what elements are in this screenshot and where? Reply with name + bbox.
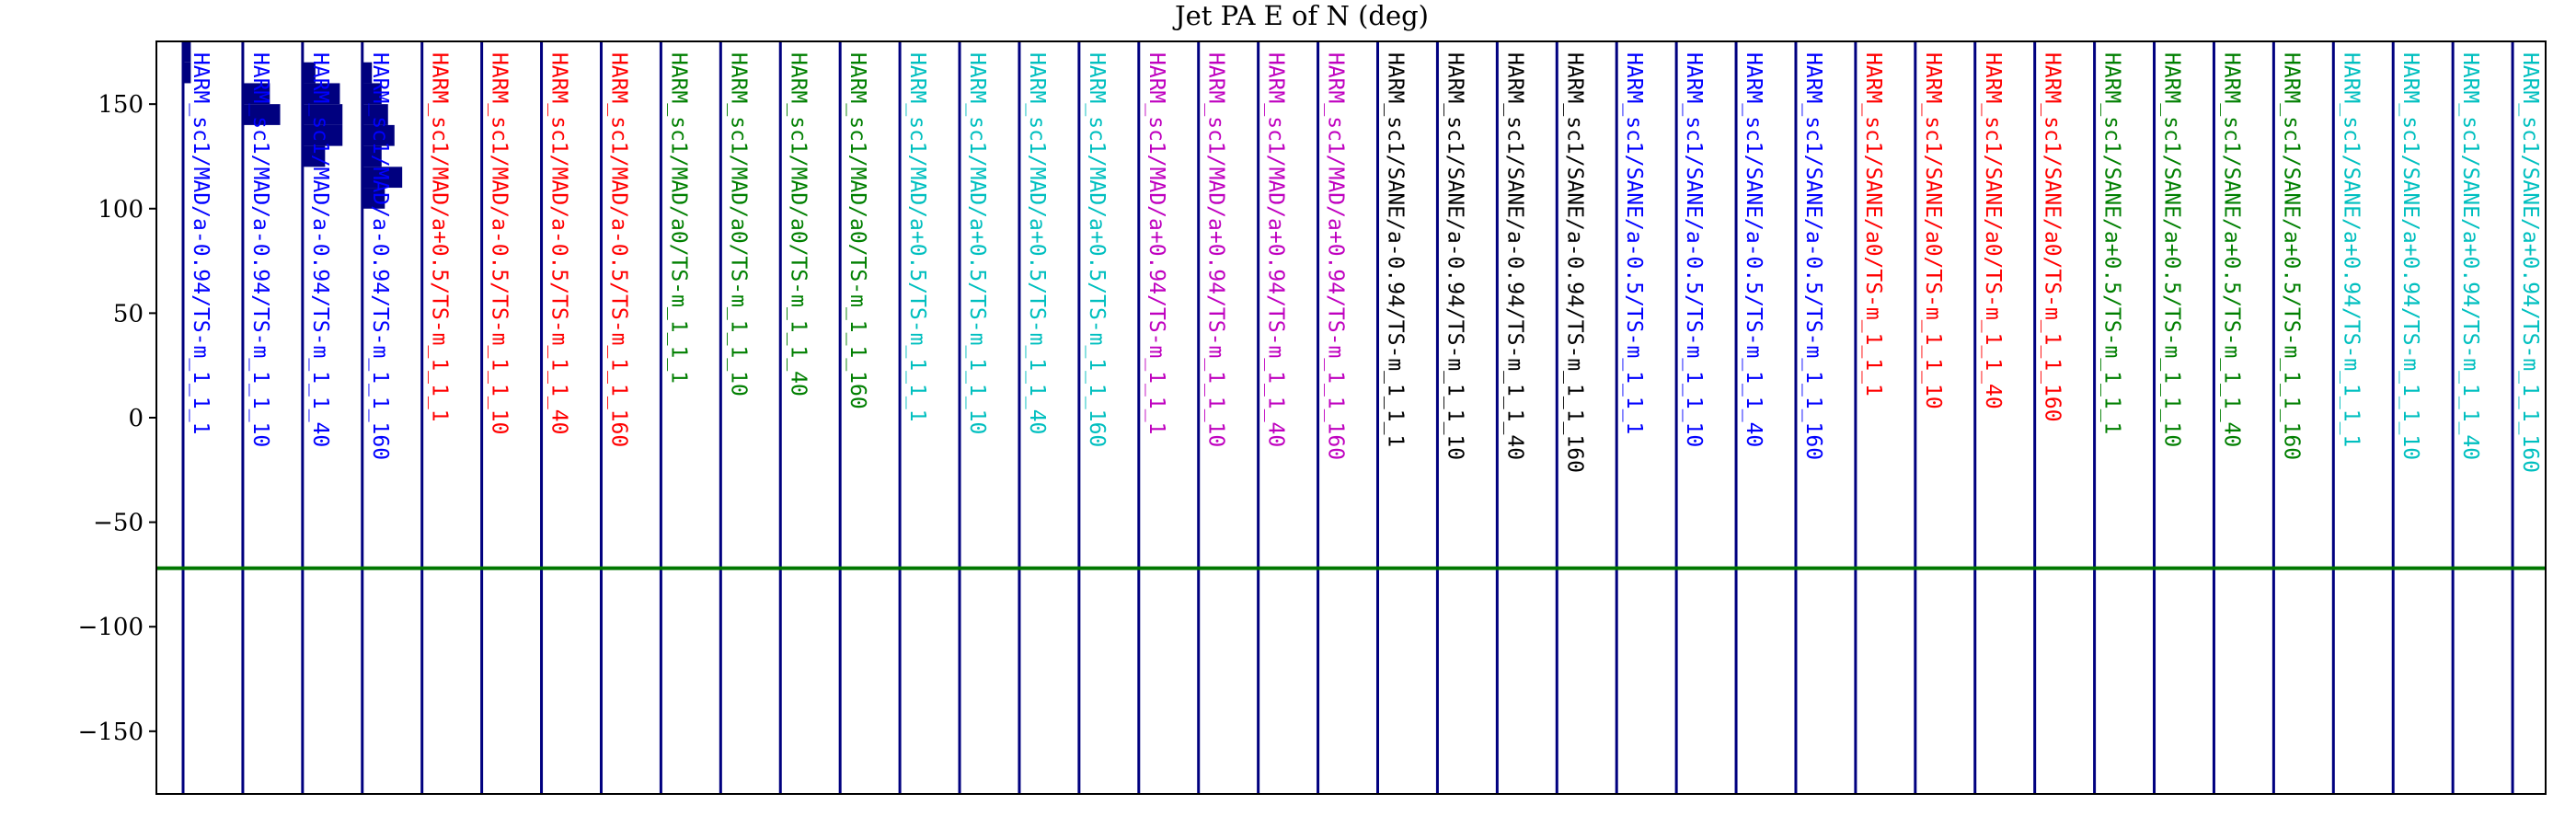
series-label: HARM_sc1/SANE/a+0.5/TS-m_1_1_1 [2100, 52, 2124, 434]
series-label: HARM_sc1/SANE/a+0.94/TS-m_1_1_40 [2458, 52, 2482, 460]
series-label: HARM_sc1/MAD/a+0.5/TS-m_1_1_160 [1085, 52, 1109, 447]
series-label: HARM_sc1/SANE/a+0.94/TS-m_1_1_10 [2398, 52, 2422, 460]
histogram-bars [183, 41, 403, 209]
histogram-bar [302, 83, 340, 105]
series-label: HARM_sc1/MAD/a+0.5/TS-m_1_1_10 [965, 52, 989, 434]
series-label: HARM_sc1/SANE/a-0.94/TS-m_1_1_160 [1562, 52, 1586, 473]
series-label: HARM_sc1/SANE/a-0.94/TS-m_1_1_1 [1384, 52, 1408, 447]
series-label: HARM_sc1/SANE/a-0.94/TS-m_1_1_40 [1502, 52, 1526, 460]
series-label: HARM_sc1/MAD/a0/TS-m_1_1_10 [726, 52, 750, 397]
series-label: HARM_sc1/MAD/a+0.5/TS-m_1_1_1 [428, 52, 452, 422]
histogram-bar [362, 83, 382, 105]
series-label: HARM_sc1/MAD/a0/TS-m_1_1_40 [786, 52, 810, 397]
panel-dividers [181, 41, 2514, 794]
series-label: HARM_sc1/MAD/a0/TS-m_1_1_160 [845, 52, 869, 409]
histogram-bar [183, 41, 191, 63]
series-label: HARM_sc1/SANE/a+0.5/TS-m_1_1_160 [2279, 52, 2303, 460]
histogram-bar [302, 124, 343, 146]
series-label: HARM_sc1/MAD/a+0.94/TS-m_1_1_160 [1324, 52, 1348, 460]
series-label: HARM_sc1/SANE/a0/TS-m_1_1_40 [1981, 52, 2005, 409]
histogram-bar [302, 62, 316, 84]
series-label: HARM_sc1/SANE/a-0.5/TS-m_1_1_10 [1682, 52, 1706, 447]
histogram-bar [302, 145, 326, 167]
series-label: HARM_sc1/MAD/a-0.94/TS-m_1_1_160 [368, 52, 392, 460]
series-label: HARM_sc1/MAD/a+0.5/TS-m_1_1_40 [1025, 52, 1049, 434]
series-label: HARM_sc1/SANE/a0/TS-m_1_1_160 [2041, 52, 2064, 422]
y-tick-label: 0 [128, 405, 144, 432]
series-label: HARM_sc1/MAD/a+0.94/TS-m_1_1_1 [1144, 52, 1168, 434]
series-label: HARM_sc1/SANE/a-0.94/TS-m_1_1_10 [1443, 52, 1466, 460]
y-tick-label: −50 [93, 510, 144, 537]
series-label: HARM_sc1/MAD/a0/TS-m_1_1_1 [666, 52, 690, 384]
series-label: HARM_sc1/SANE/a-0.5/TS-m_1_1_160 [1801, 52, 1825, 460]
histogram-bar [362, 104, 388, 125]
series-label: HARM_sc1/SANE/a-0.5/TS-m_1_1_40 [1742, 52, 1765, 447]
histogram-bar [362, 124, 395, 146]
series-label: HARM_sc1/MAD/a+0.5/TS-m_1_1_1 [905, 52, 929, 422]
y-axis: −150 −100 −50 0 50 100 150 [78, 91, 156, 746]
series-label: HARM_sc1/SANE/a+0.94/TS-m_1_1_160 [2518, 52, 2542, 473]
series-label: HARM_sc1/MAD/a-0.94/TS-m_1_1_1 [189, 52, 213, 434]
histogram-bar [362, 188, 385, 209]
histogram-bar [183, 62, 191, 84]
histogram-bar [242, 104, 281, 125]
series-label: HARM_sc1/MAD/a+0.94/TS-m_1_1_10 [1204, 52, 1228, 447]
series-labels: HARM_sc1/MAD/a-0.94/TS-m_1_1_1 HARM_sc1/M… [189, 52, 2542, 473]
series-label: HARM_sc1/SANE/a0/TS-m_1_1_1 [1861, 52, 1885, 397]
histogram-bar [362, 167, 403, 189]
series-label: HARM_sc1/SANE/a-0.5/TS-m_1_1_1 [1622, 52, 1646, 434]
series-label: HARM_sc1/SANE/a+0.94/TS-m_1_1_1 [2339, 52, 2363, 447]
y-tick-label: 100 [98, 196, 144, 224]
y-tick-label: 150 [98, 91, 144, 119]
series-label: HARM_sc1/MAD/a-0.94/TS-m_1_1_10 [248, 52, 272, 447]
y-tick-label: 50 [113, 300, 144, 328]
series-label: HARM_sc1/MAD/a-0.94/TS-m_1_1_40 [308, 52, 332, 447]
histogram-bar [242, 83, 270, 105]
histogram-bar [362, 145, 382, 167]
histogram-bar [362, 62, 373, 84]
series-label: HARM_sc1/MAD/a-0.5/TS-m_1_1_40 [547, 52, 571, 434]
series-label: HARM_sc1/SANE/a0/TS-m_1_1_10 [1921, 52, 1945, 409]
series-label: HARM_sc1/MAD/a-0.5/TS-m_1_1_10 [488, 52, 512, 434]
y-tick-label: −100 [78, 614, 144, 641]
series-label: HARM_sc1/SANE/a+0.5/TS-m_1_1_40 [2219, 52, 2243, 447]
series-label: HARM_sc1/SANE/a+0.5/TS-m_1_1_10 [2160, 52, 2184, 447]
series-label: HARM_sc1/MAD/a+0.94/TS-m_1_1_40 [1264, 52, 1288, 447]
y-tick-label: −150 [78, 719, 144, 746]
chart-title: Jet PA E of N (deg) [1172, 0, 1429, 31]
histogram-bar [302, 104, 343, 125]
series-label: HARM_sc1/MAD/a-0.5/TS-m_1_1_160 [606, 52, 630, 447]
